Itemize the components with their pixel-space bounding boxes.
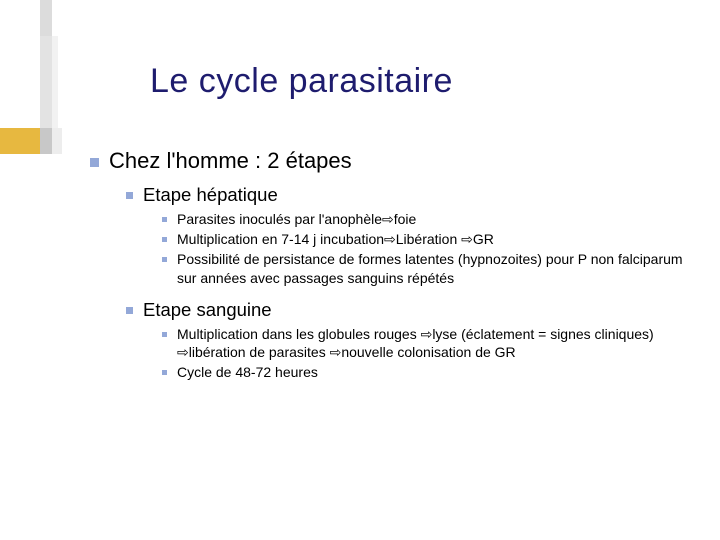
square-bullet-icon	[162, 257, 167, 262]
level3-text: Multiplication dans les globules rouges …	[177, 325, 690, 361]
square-bullet-icon	[162, 217, 167, 222]
level3-text: Cycle de 48-72 heures	[177, 363, 318, 381]
square-bullet-icon	[126, 307, 133, 314]
bullet-level3: Multiplication dans les globules rouges …	[162, 325, 690, 361]
bullet-level2: Etape hépatique	[126, 184, 690, 206]
decoration-mid2	[52, 36, 58, 128]
decoration-top	[40, 0, 52, 36]
square-bullet-icon	[126, 192, 133, 199]
bullet-level2: Etape sanguine	[126, 299, 690, 321]
square-bullet-icon	[162, 237, 167, 242]
level3-text: Possibilité de persistance de formes lat…	[177, 250, 690, 286]
bullet-level3: Possibilité de persistance de formes lat…	[162, 250, 690, 286]
square-bullet-icon	[90, 158, 99, 167]
level1-text: Chez l'homme : 2 étapes	[109, 148, 352, 174]
bullet-level3: Cycle de 48-72 heures	[162, 363, 690, 381]
bullet-level1: Chez l'homme : 2 étapes	[90, 148, 690, 174]
bullet-level3: Multiplication en 7-14 j incubation⇨Libé…	[162, 230, 690, 248]
level2-text: Etape hépatique	[143, 184, 278, 206]
slide-title: Le cycle parasitaire	[150, 62, 453, 101]
level2-text: Etape sanguine	[143, 299, 272, 321]
square-bullet-icon	[162, 332, 167, 337]
bullet-level3: Parasites inoculés par l'anophèle⇨foie	[162, 210, 690, 228]
level3-text: Multiplication en 7-14 j incubation⇨Libé…	[177, 230, 494, 248]
square-bullet-icon	[162, 370, 167, 375]
slide-content: Chez l'homme : 2 étapes Etape hépatique …	[90, 148, 690, 381]
level3-text: Parasites inoculés par l'anophèle⇨foie	[177, 210, 416, 228]
decoration-gold-block	[0, 128, 62, 154]
decoration-mid	[40, 36, 52, 128]
